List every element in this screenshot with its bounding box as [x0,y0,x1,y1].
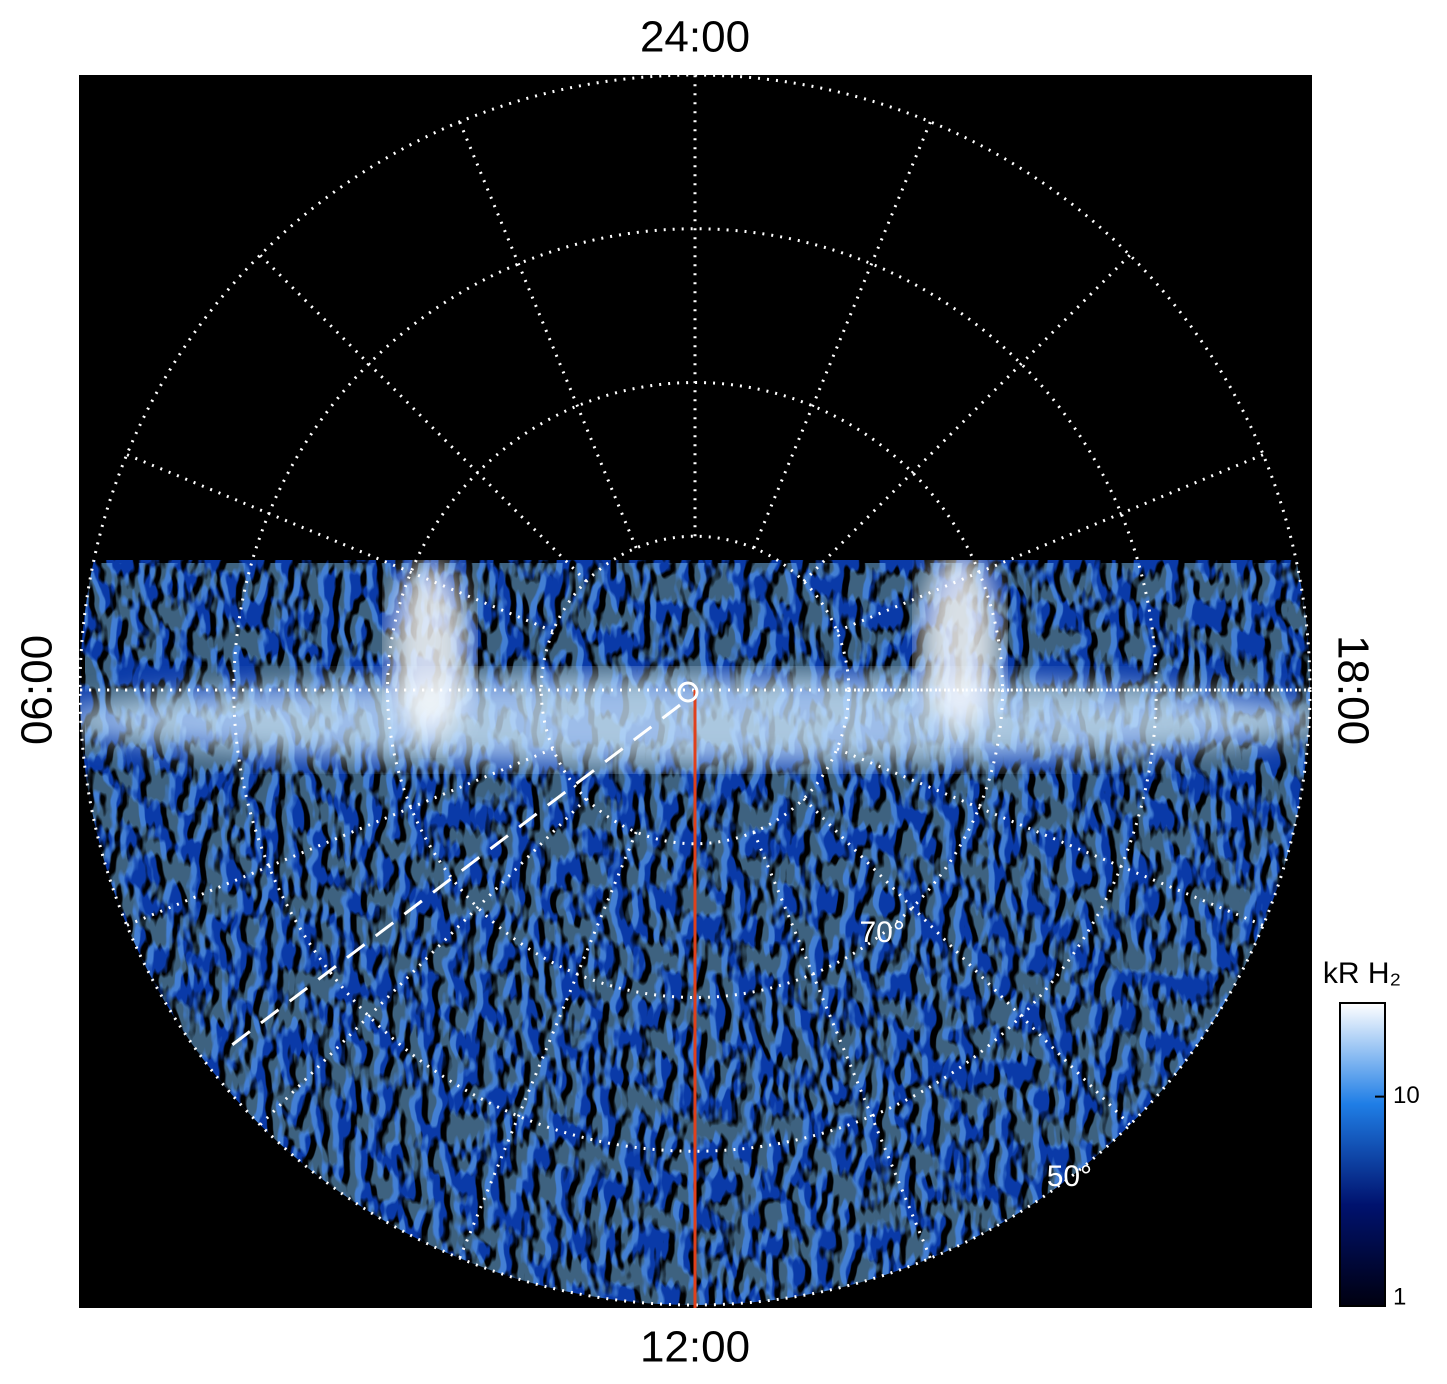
pole-marker [677,681,699,703]
hour-label: 06:00 [13,635,62,745]
colorbar-tick-label: 10 [1393,1082,1420,1109]
dashed-line [231,703,681,1047]
colorbar-tick-label: 1 [1393,1283,1406,1310]
hour-label: 18:00 [1328,635,1377,745]
lat-label: 70° [860,916,905,949]
colorbar-label: kR H₂ [1323,957,1401,990]
hour-label: 24:00 [640,13,750,62]
hour-label: 12:00 [640,1323,750,1372]
lat-label: 50° [1047,1160,1092,1193]
colorbar [1339,1002,1386,1307]
lat-circle [78,73,1312,1307]
